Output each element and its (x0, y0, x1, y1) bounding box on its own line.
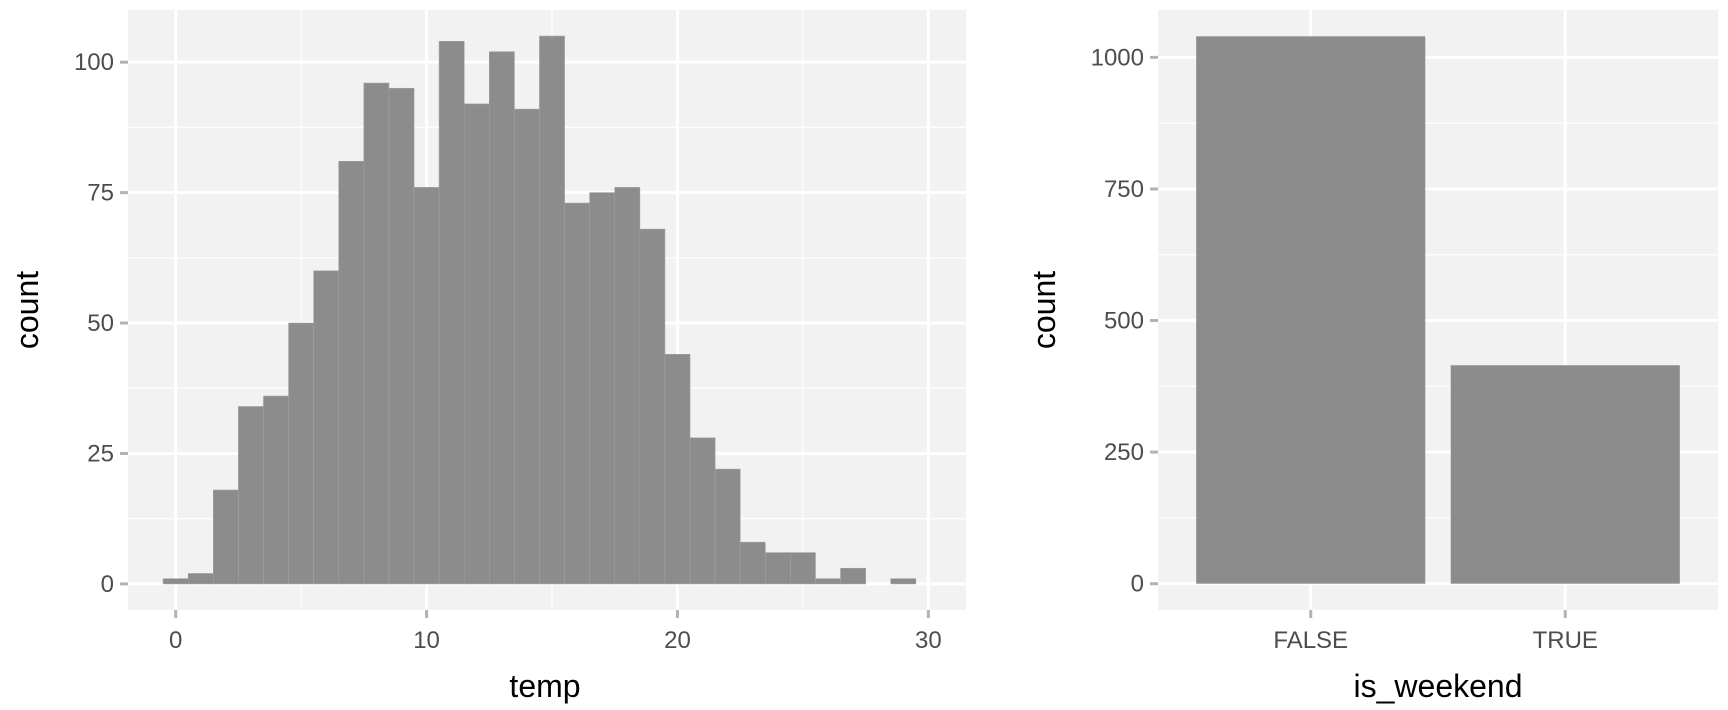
histogram-bar (714, 468, 741, 585)
histogram-x-axis-title: temp (509, 668, 580, 704)
weekend-x-tick-label: FALSE (1273, 627, 1348, 654)
histogram-bar (162, 578, 189, 585)
histogram-bar (664, 354, 691, 585)
histogram-bar (187, 573, 214, 585)
histogram-bar (238, 406, 264, 585)
histogram-y-axis: 0 25 50 75 100 (74, 49, 128, 598)
histogram-bar (739, 541, 766, 585)
histogram-bar (488, 51, 515, 585)
histogram-bar (815, 578, 841, 585)
histogram-bar (463, 103, 490, 585)
weekend-bar-panel: 0 250 500 750 1000 FALSE TRUE is_weekend coun… (1026, 10, 1718, 704)
histogram-x-axis: 0 10 20 30 (169, 610, 942, 654)
histogram-bar (689, 437, 716, 585)
histogram-bar (840, 567, 866, 585)
histogram-x-tick-label: 10 (413, 627, 440, 654)
histogram-x-tick-label: 20 (664, 627, 691, 654)
histogram-bar (764, 552, 791, 585)
histogram-bar (413, 187, 440, 585)
weekend-y-axis-title: count (1026, 271, 1062, 349)
histogram-x-tick-label: 30 (915, 627, 942, 654)
histogram-y-axis-title: count (9, 271, 45, 349)
histogram-y-tick-label: 0 (101, 571, 114, 598)
histogram-bar (514, 108, 540, 585)
histogram-x-tick-label: 0 (169, 627, 182, 654)
weekend-y-tick-label: 250 (1104, 439, 1144, 466)
weekend-bars (1196, 36, 1680, 584)
histogram-bars (162, 35, 917, 585)
histogram-bar (614, 187, 641, 585)
weekend-bar-false (1196, 36, 1426, 584)
histogram-bar (639, 228, 666, 585)
weekend-x-axis: FALSE TRUE (1273, 610, 1598, 654)
histogram-bar (213, 489, 239, 585)
weekend-bar-true (1450, 365, 1680, 584)
histogram-bar (288, 322, 314, 585)
histogram-bar (890, 578, 917, 585)
histogram-panel: 0 25 50 75 100 0 10 20 30 temp count (9, 10, 966, 704)
histogram-bar (313, 270, 340, 585)
weekend-y-tick-label: 750 (1104, 176, 1144, 203)
histogram-bar (263, 395, 289, 585)
weekend-y-tick-label: 0 (1131, 571, 1144, 598)
weekend-y-tick-label: 1000 (1091, 44, 1144, 71)
histogram-bar (564, 202, 590, 585)
weekend-y-axis: 0 250 500 750 1000 (1091, 44, 1158, 598)
weekend-x-axis-title: is_weekend (1354, 668, 1523, 704)
histogram-y-tick-label: 75 (87, 180, 114, 207)
histogram-y-tick-label: 25 (87, 440, 114, 467)
histogram-y-tick-label: 100 (74, 49, 114, 76)
histogram-bar (790, 552, 816, 585)
histogram-bar (589, 192, 616, 585)
histogram-y-tick-label: 50 (87, 310, 114, 337)
histogram-bar (363, 82, 390, 585)
histogram-bar (438, 41, 465, 585)
histogram-bar (539, 35, 565, 585)
weekend-y-tick-label: 500 (1104, 308, 1144, 335)
weekend-x-tick-label: TRUE (1533, 627, 1598, 654)
histogram-bar (388, 87, 415, 585)
histogram-bar (338, 161, 365, 585)
